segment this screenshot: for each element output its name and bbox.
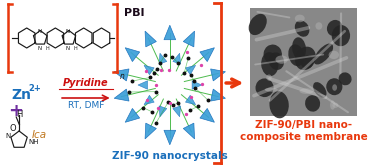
- Text: O: O: [9, 124, 16, 133]
- Ellipse shape: [266, 74, 272, 81]
- Ellipse shape: [305, 95, 320, 112]
- Polygon shape: [164, 25, 176, 40]
- Ellipse shape: [288, 44, 304, 66]
- Ellipse shape: [265, 88, 278, 92]
- Text: NH: NH: [29, 139, 39, 145]
- Ellipse shape: [295, 20, 309, 37]
- Text: N: N: [37, 29, 41, 34]
- Ellipse shape: [332, 25, 350, 46]
- Text: H: H: [16, 110, 22, 119]
- Ellipse shape: [295, 47, 316, 70]
- Polygon shape: [145, 123, 156, 139]
- Polygon shape: [173, 53, 181, 64]
- Text: ZIF-90 nanocrystals: ZIF-90 nanocrystals: [112, 151, 228, 161]
- Ellipse shape: [263, 45, 282, 64]
- Ellipse shape: [292, 37, 306, 60]
- Polygon shape: [144, 95, 154, 105]
- Ellipse shape: [339, 72, 352, 85]
- Ellipse shape: [301, 55, 313, 69]
- Text: N: N: [66, 29, 70, 34]
- Bar: [250, 8, 357, 116]
- Ellipse shape: [276, 55, 288, 64]
- Polygon shape: [186, 95, 195, 105]
- Ellipse shape: [299, 88, 314, 94]
- Polygon shape: [114, 69, 129, 81]
- Text: Zn: Zn: [11, 88, 31, 102]
- Ellipse shape: [326, 78, 342, 95]
- Text: n: n: [119, 72, 124, 81]
- Ellipse shape: [295, 15, 305, 22]
- Polygon shape: [159, 53, 167, 64]
- Text: N: N: [5, 133, 11, 139]
- Ellipse shape: [313, 82, 327, 98]
- Polygon shape: [125, 48, 140, 62]
- Text: Ica: Ica: [31, 130, 46, 140]
- Polygon shape: [173, 106, 181, 117]
- Polygon shape: [183, 31, 195, 47]
- Text: PBI: PBI: [124, 8, 144, 18]
- Ellipse shape: [256, 78, 274, 97]
- Ellipse shape: [332, 84, 337, 91]
- Polygon shape: [164, 130, 176, 145]
- Text: N: N: [66, 46, 70, 51]
- Polygon shape: [200, 108, 214, 122]
- Ellipse shape: [261, 52, 279, 76]
- Polygon shape: [186, 65, 195, 75]
- Ellipse shape: [249, 14, 267, 35]
- Text: N: N: [37, 46, 41, 51]
- Text: H: H: [45, 46, 49, 51]
- Polygon shape: [145, 31, 156, 47]
- Polygon shape: [159, 106, 167, 117]
- Ellipse shape: [328, 51, 339, 59]
- Ellipse shape: [270, 91, 289, 118]
- Ellipse shape: [332, 103, 338, 108]
- Ellipse shape: [314, 43, 333, 64]
- Text: +: +: [9, 102, 23, 120]
- Polygon shape: [200, 48, 214, 62]
- Text: ZIF-90/PBI nano-
composite membrane: ZIF-90/PBI nano- composite membrane: [240, 120, 367, 142]
- Polygon shape: [183, 123, 195, 139]
- Text: 2+: 2+: [29, 84, 42, 93]
- Polygon shape: [138, 81, 147, 89]
- Text: RT, DMF: RT, DMF: [68, 101, 104, 110]
- Ellipse shape: [315, 22, 322, 30]
- Polygon shape: [192, 81, 202, 89]
- Ellipse shape: [269, 52, 284, 70]
- Text: H: H: [74, 46, 77, 51]
- Polygon shape: [125, 108, 140, 122]
- Ellipse shape: [327, 20, 342, 36]
- Polygon shape: [144, 65, 154, 75]
- Polygon shape: [211, 89, 225, 101]
- Text: Pyridine: Pyridine: [63, 78, 109, 88]
- Polygon shape: [114, 89, 129, 101]
- Ellipse shape: [330, 100, 335, 110]
- Polygon shape: [211, 69, 225, 81]
